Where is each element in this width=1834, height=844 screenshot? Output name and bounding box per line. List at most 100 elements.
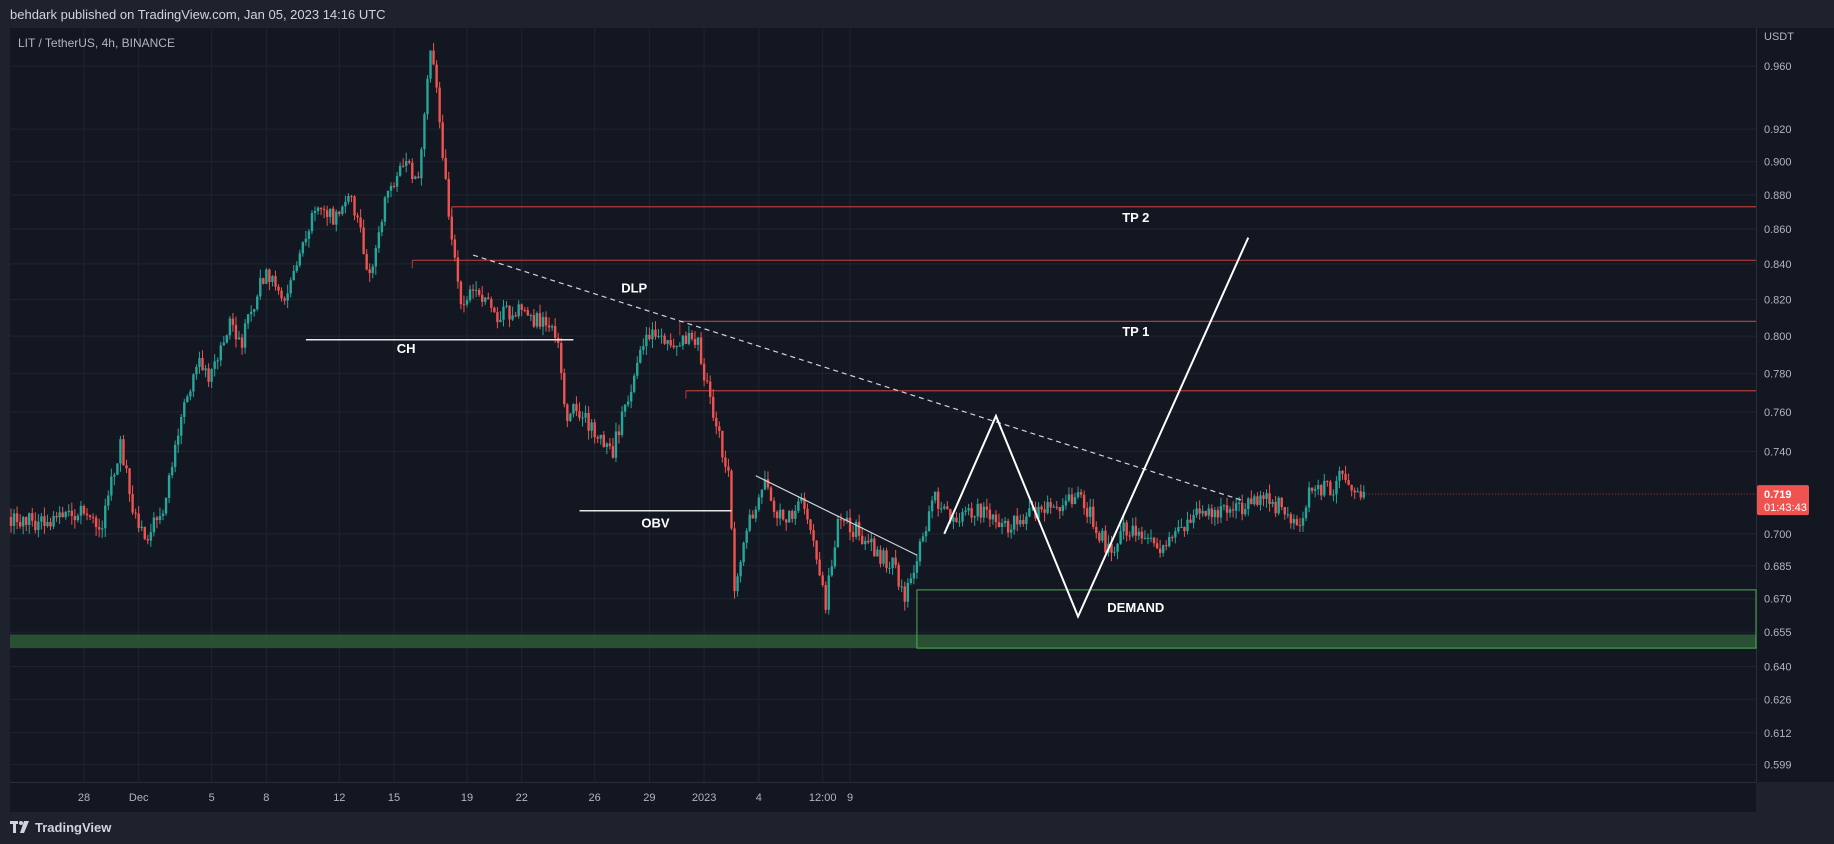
candle-down — [88, 515, 92, 518]
candle-up — [1195, 508, 1198, 515]
candle-up — [225, 335, 229, 343]
candle-up — [28, 513, 31, 525]
candle-up — [405, 161, 408, 166]
candle-down — [1082, 494, 1086, 509]
candle-up — [1259, 495, 1262, 505]
candle-up — [1304, 507, 1308, 519]
price-tick-label: 0.840 — [1764, 259, 1792, 271]
candle-up — [958, 521, 961, 523]
candle-down — [490, 299, 493, 308]
candle-up — [800, 497, 803, 502]
candle-up — [614, 431, 618, 458]
candle-down — [709, 381, 712, 397]
candle-up — [183, 402, 186, 418]
price-axis[interactable] — [1756, 28, 1834, 782]
candle-down — [1225, 505, 1229, 513]
candle-down — [31, 513, 34, 521]
candle-down — [553, 326, 557, 338]
candle-down — [514, 315, 517, 317]
candle-up — [389, 185, 393, 191]
candle-up — [380, 221, 384, 233]
price-tick-label: 0.860 — [1764, 224, 1792, 236]
candle-up — [854, 521, 858, 537]
candle-up — [1067, 494, 1071, 501]
candle-up — [620, 411, 624, 436]
candle-up — [739, 562, 742, 577]
demand-box — [916, 589, 1757, 649]
candle-down — [587, 413, 590, 431]
candle-down — [462, 304, 466, 306]
candle-up — [173, 444, 177, 468]
candle-down — [1040, 506, 1043, 510]
candle-down — [137, 513, 140, 529]
candle-up — [216, 360, 219, 362]
price-tick-label: 0.612 — [1764, 728, 1792, 740]
candle-up — [259, 278, 262, 297]
candle-down — [970, 508, 973, 518]
candle-down — [885, 550, 888, 569]
candle-down — [897, 564, 900, 587]
candle-up — [505, 305, 508, 307]
candle-down — [55, 516, 58, 518]
annotation-tp-1: TP 1 — [1122, 324, 1149, 339]
candle-down — [1283, 507, 1286, 515]
candle-down — [520, 304, 523, 310]
candle-down — [1344, 473, 1347, 481]
candle-up — [271, 276, 274, 282]
candle-down — [806, 508, 809, 520]
price-tick-label: 0.800 — [1764, 331, 1792, 343]
candle-up — [1046, 502, 1049, 513]
candle-down — [280, 290, 283, 299]
candle-up — [253, 309, 256, 312]
candle-up — [286, 293, 289, 301]
candle-up — [210, 368, 213, 382]
annotation-ch: CH — [397, 341, 416, 356]
candle-up — [395, 175, 399, 187]
candle-up — [101, 528, 104, 530]
candle-down — [122, 439, 125, 466]
candle-up — [1228, 509, 1232, 513]
time-tick-label: 2023 — [692, 792, 716, 804]
candle-down — [690, 332, 694, 340]
candle-up — [1131, 525, 1134, 536]
tradingview-logo[interactable]: TradingView — [10, 820, 111, 835]
candle-up — [256, 296, 259, 310]
candle-up — [237, 337, 241, 340]
candle-down — [322, 209, 326, 211]
candle-up — [918, 541, 922, 562]
candle-up — [465, 300, 469, 305]
candle-up — [1052, 506, 1055, 508]
candle-up — [745, 530, 748, 543]
candle-down — [392, 185, 396, 187]
candle-down — [61, 512, 64, 518]
candle-down — [602, 434, 605, 447]
candle-up — [40, 516, 43, 522]
time-tick-label: 28 — [78, 792, 90, 804]
candle-up — [1146, 537, 1150, 539]
candle-up — [1292, 519, 1296, 524]
candle-down — [946, 506, 949, 510]
candle-up — [1177, 527, 1180, 532]
candle-down — [1070, 494, 1074, 505]
candle-down — [1110, 543, 1113, 553]
candle-down — [1152, 537, 1156, 544]
candle-up — [535, 313, 539, 327]
candle-down — [274, 276, 277, 287]
candle-up — [213, 361, 216, 369]
chart-pane[interactable] — [10, 28, 1756, 782]
candle-up — [1168, 537, 1171, 547]
candle-down — [791, 510, 794, 519]
candle-up — [1076, 492, 1080, 498]
time-axis[interactable] — [10, 782, 1756, 813]
price-tick-label: 0.780 — [1764, 369, 1792, 381]
candle-up — [46, 522, 49, 526]
candle-down — [727, 466, 730, 471]
candle-up — [930, 500, 934, 512]
candle-down — [18, 521, 22, 527]
candle-up — [742, 542, 745, 563]
candle-down — [824, 585, 827, 610]
candle-up — [1000, 523, 1004, 527]
candle-down — [34, 520, 37, 531]
candle-up — [1213, 510, 1217, 518]
